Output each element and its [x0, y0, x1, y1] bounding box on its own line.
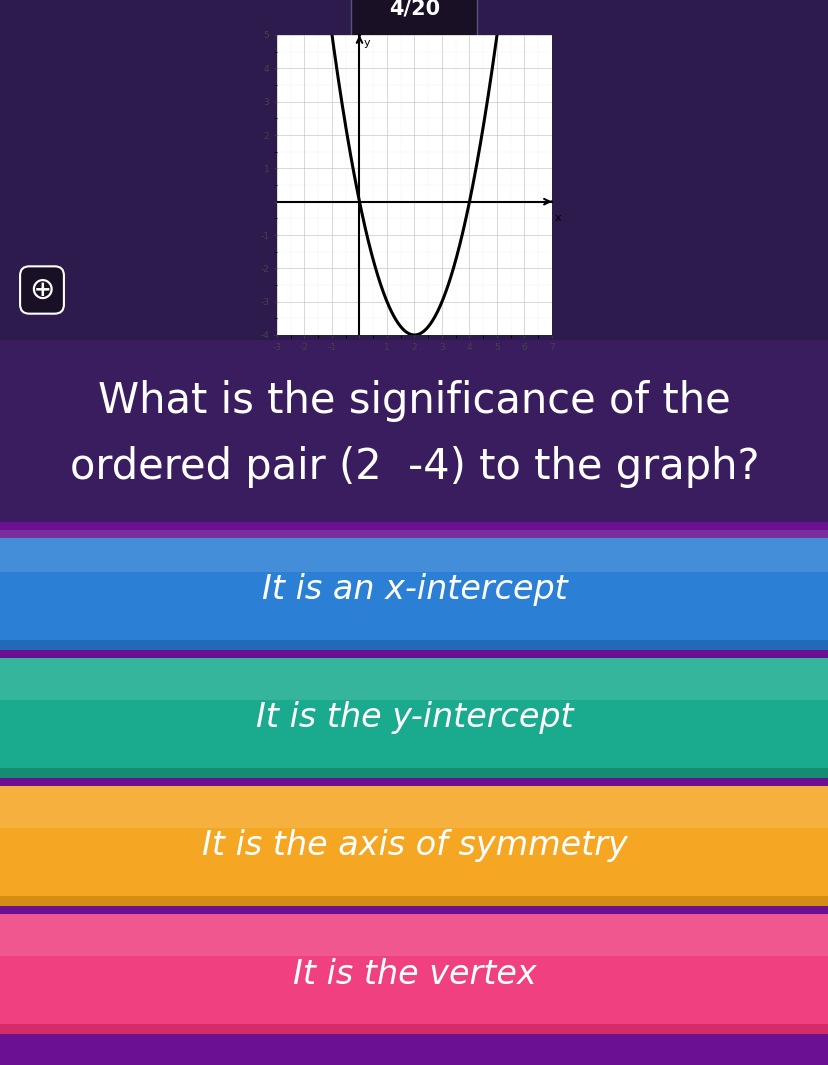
Text: y: y	[363, 38, 370, 48]
Text: It is an x-intercept: It is an x-intercept	[262, 573, 566, 606]
Bar	[0, 522, 828, 538]
Bar	[0, 340, 828, 525]
Bar	[0, 640, 828, 650]
Bar	[0, 530, 828, 572]
Text: ordered pair (2  -4) to the graph?: ordered pair (2 -4) to the graph?	[70, 446, 758, 489]
Bar	[0, 1034, 828, 1065]
Bar	[0, 786, 828, 906]
Text: What is the significance of the: What is the significance of the	[98, 379, 730, 422]
Text: x: x	[554, 213, 561, 224]
Bar	[0, 786, 828, 828]
Bar	[0, 897, 828, 906]
Bar	[0, 650, 828, 658]
Bar	[0, 906, 828, 914]
Bar	[0, 658, 828, 779]
Text: ⊕: ⊕	[29, 276, 55, 305]
Bar	[0, 779, 828, 786]
Bar	[0, 0, 828, 340]
Bar	[0, 914, 828, 1034]
Bar	[0, 530, 828, 650]
Text: It is the y-intercept: It is the y-intercept	[255, 702, 573, 735]
Bar	[0, 658, 828, 700]
FancyBboxPatch shape	[351, 0, 477, 43]
Bar	[0, 914, 828, 956]
Bar	[0, 769, 828, 779]
Text: It is the vertex: It is the vertex	[292, 957, 536, 990]
Bar	[0, 1025, 828, 1034]
Text: It is the axis of symmetry: It is the axis of symmetry	[201, 830, 627, 863]
Text: 4/20: 4/20	[388, 0, 440, 18]
